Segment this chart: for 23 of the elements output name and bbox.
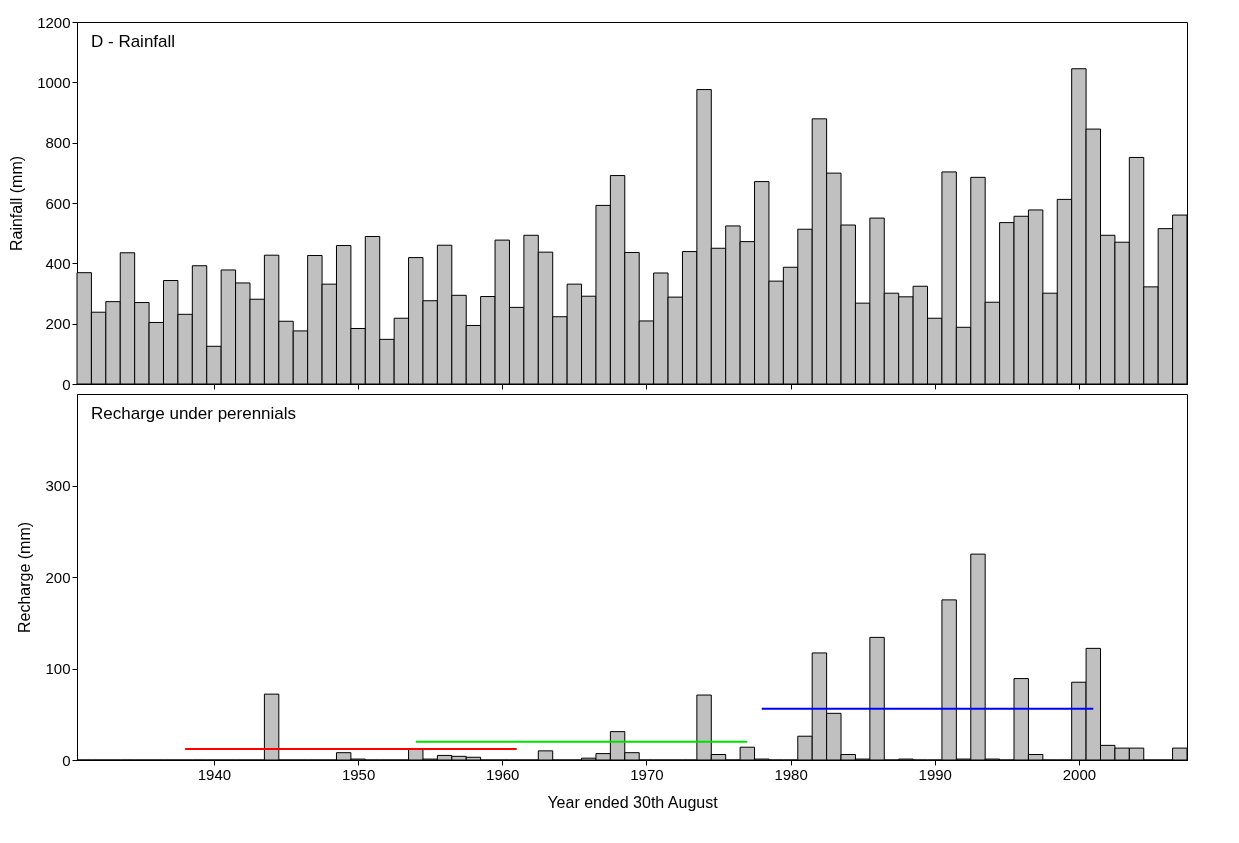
x-tick-label: 1970 xyxy=(630,765,664,783)
y-tick-label: 1000 xyxy=(37,73,71,91)
x-axis-title: Year ended 30th August xyxy=(547,793,719,811)
y-tick-label: 400 xyxy=(45,254,71,272)
y-tick-label: 200 xyxy=(45,568,71,586)
x-tick-label: 1990 xyxy=(918,765,952,783)
y-tick-label: 0 xyxy=(62,751,71,769)
text: Recharge under perennials xyxy=(91,404,297,423)
x-tick-label: 1980 xyxy=(774,765,808,783)
y-tick-label: 800 xyxy=(45,134,71,152)
y-axis-title: Recharge (mm) xyxy=(16,521,34,634)
y-tick-label: 100 xyxy=(45,660,71,677)
y-tick-label: 600 xyxy=(45,194,71,212)
y-tick-label: 300 xyxy=(45,477,71,494)
y-axis-title: Rainfall (mm) xyxy=(8,155,26,252)
y-tick-label: 200 xyxy=(45,315,71,333)
x-tick-label: 1940 xyxy=(197,765,232,783)
x-tick-label: 1960 xyxy=(486,765,520,783)
text: D - Rainfall xyxy=(91,32,176,51)
x-tick-label: 1950 xyxy=(341,765,376,783)
y-tick-label: 1200 xyxy=(37,13,71,31)
x-tick-label: 2000 xyxy=(1062,765,1097,783)
y-tick-label: 0 xyxy=(62,375,71,393)
